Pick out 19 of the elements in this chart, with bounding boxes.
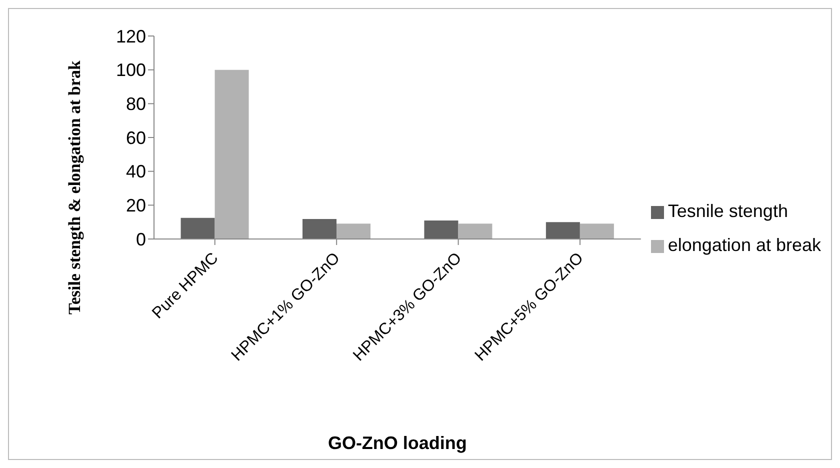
bar <box>336 224 370 239</box>
y-tick-label: 60 <box>126 128 146 148</box>
legend-label: Tesnile stength <box>668 201 788 221</box>
bar <box>546 222 580 239</box>
bar <box>458 224 492 239</box>
y-tick-label: 0 <box>136 229 146 250</box>
x-axis-title: GO-ZnO loading <box>328 433 467 453</box>
legend-label: elongation at break <box>668 235 821 255</box>
y-tick-label: 120 <box>116 26 146 46</box>
y-axis-title: Tesile stength & elongation at brak <box>65 60 84 314</box>
y-tick-label: 40 <box>126 162 146 182</box>
y-tick-label: 100 <box>116 60 146 80</box>
y-tick-label: 80 <box>126 94 146 114</box>
bar <box>180 218 215 239</box>
bar <box>580 224 614 239</box>
bar <box>424 220 458 239</box>
bar <box>214 70 249 239</box>
y-tick-label: 20 <box>126 196 146 216</box>
bar <box>302 219 336 239</box>
